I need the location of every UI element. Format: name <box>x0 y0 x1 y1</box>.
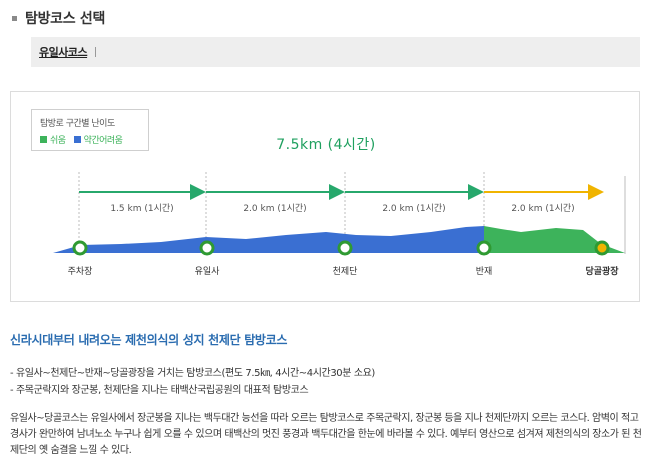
legend-item-moderate: 약간어려움 <box>73 133 123 146</box>
segment-label-2: 2.0 km (1시간) <box>243 203 306 214</box>
summary-item: - 유일사~천제단~반재~당골광장을 거치는 탐방코스(편도 7.5㎞, 4시간… <box>10 368 375 379</box>
stop-label-danggol: 당골광장 <box>585 265 619 277</box>
legend-swatch-moderate <box>73 136 81 143</box>
stop-label-parking: 주차장 <box>68 265 93 277</box>
stop-marker-cheonjedan <box>337 240 353 256</box>
legend-label-easy: 쉬움 <box>50 136 66 146</box>
section-title: 탐방코스 선택 <box>25 11 106 27</box>
stop-marker-yuilsa <box>199 240 215 256</box>
stop-marker-danggol <box>594 240 610 256</box>
course-description: 유일사~당골코스는 유일사에서 장군봉을 지나는 백두대간 능선을 따라 오르는… <box>10 413 642 456</box>
segment-label-1: 1.5 km (1시간) <box>110 203 173 214</box>
profile-area-easy <box>484 226 625 253</box>
tab-yuilsa-course[interactable]: 유일사코스 <box>39 46 88 59</box>
route-profile-diagram: 1.5 km (1시간) 2.0 km (1시간) 2.0 km (1시간) 2… <box>53 172 626 277</box>
tab-divider <box>95 47 97 57</box>
profile-area-moderate <box>53 226 484 253</box>
segment-label-3: 2.0 km (1시간) <box>382 203 445 214</box>
stop-label-yuilsa: 유일사 <box>195 266 221 277</box>
course-heading: 신라시대부터 내려오는 제천의식의 성지 천제단 탐방코스 <box>10 333 288 347</box>
legend-label-moderate: 약간어려움 <box>83 136 123 146</box>
legend-title: 탐방로 구간별 난이도 <box>40 119 115 129</box>
stop-label-cheonjedan: 천제단 <box>333 266 358 277</box>
section-bullet-icon <box>12 15 17 21</box>
difficulty-legend: 탐방로 구간별 난이도 쉬움 약간어려움 <box>31 109 149 151</box>
summary-item: - 주목군락지와 장군봉, 천제단을 지나는 태백산국립공원의 대표적 탐방코스 <box>10 385 309 396</box>
stop-marker-banjae <box>476 240 492 256</box>
section-header: 탐방코스 선택 <box>12 8 105 28</box>
course-tabbar: 유일사코스 <box>31 37 640 67</box>
route-profile-panel: 탐방로 구간별 난이도 쉬움 약간어려움 7.5km (4시간) <box>10 91 640 302</box>
legend-swatch-easy <box>40 136 47 143</box>
stop-label-banjae: 반재 <box>476 266 493 277</box>
stop-marker-parking <box>72 240 88 256</box>
legend-item-easy: 쉬움 <box>40 133 66 146</box>
segment-label-4: 2.0 km (1시간) <box>511 203 574 214</box>
course-summary-list: - 유일사~천제단~반재~당골광장을 거치는 탐방코스(편도 7.5㎞, 4시간… <box>10 365 375 399</box>
route-total: 7.5km (4시간) <box>276 137 376 153</box>
